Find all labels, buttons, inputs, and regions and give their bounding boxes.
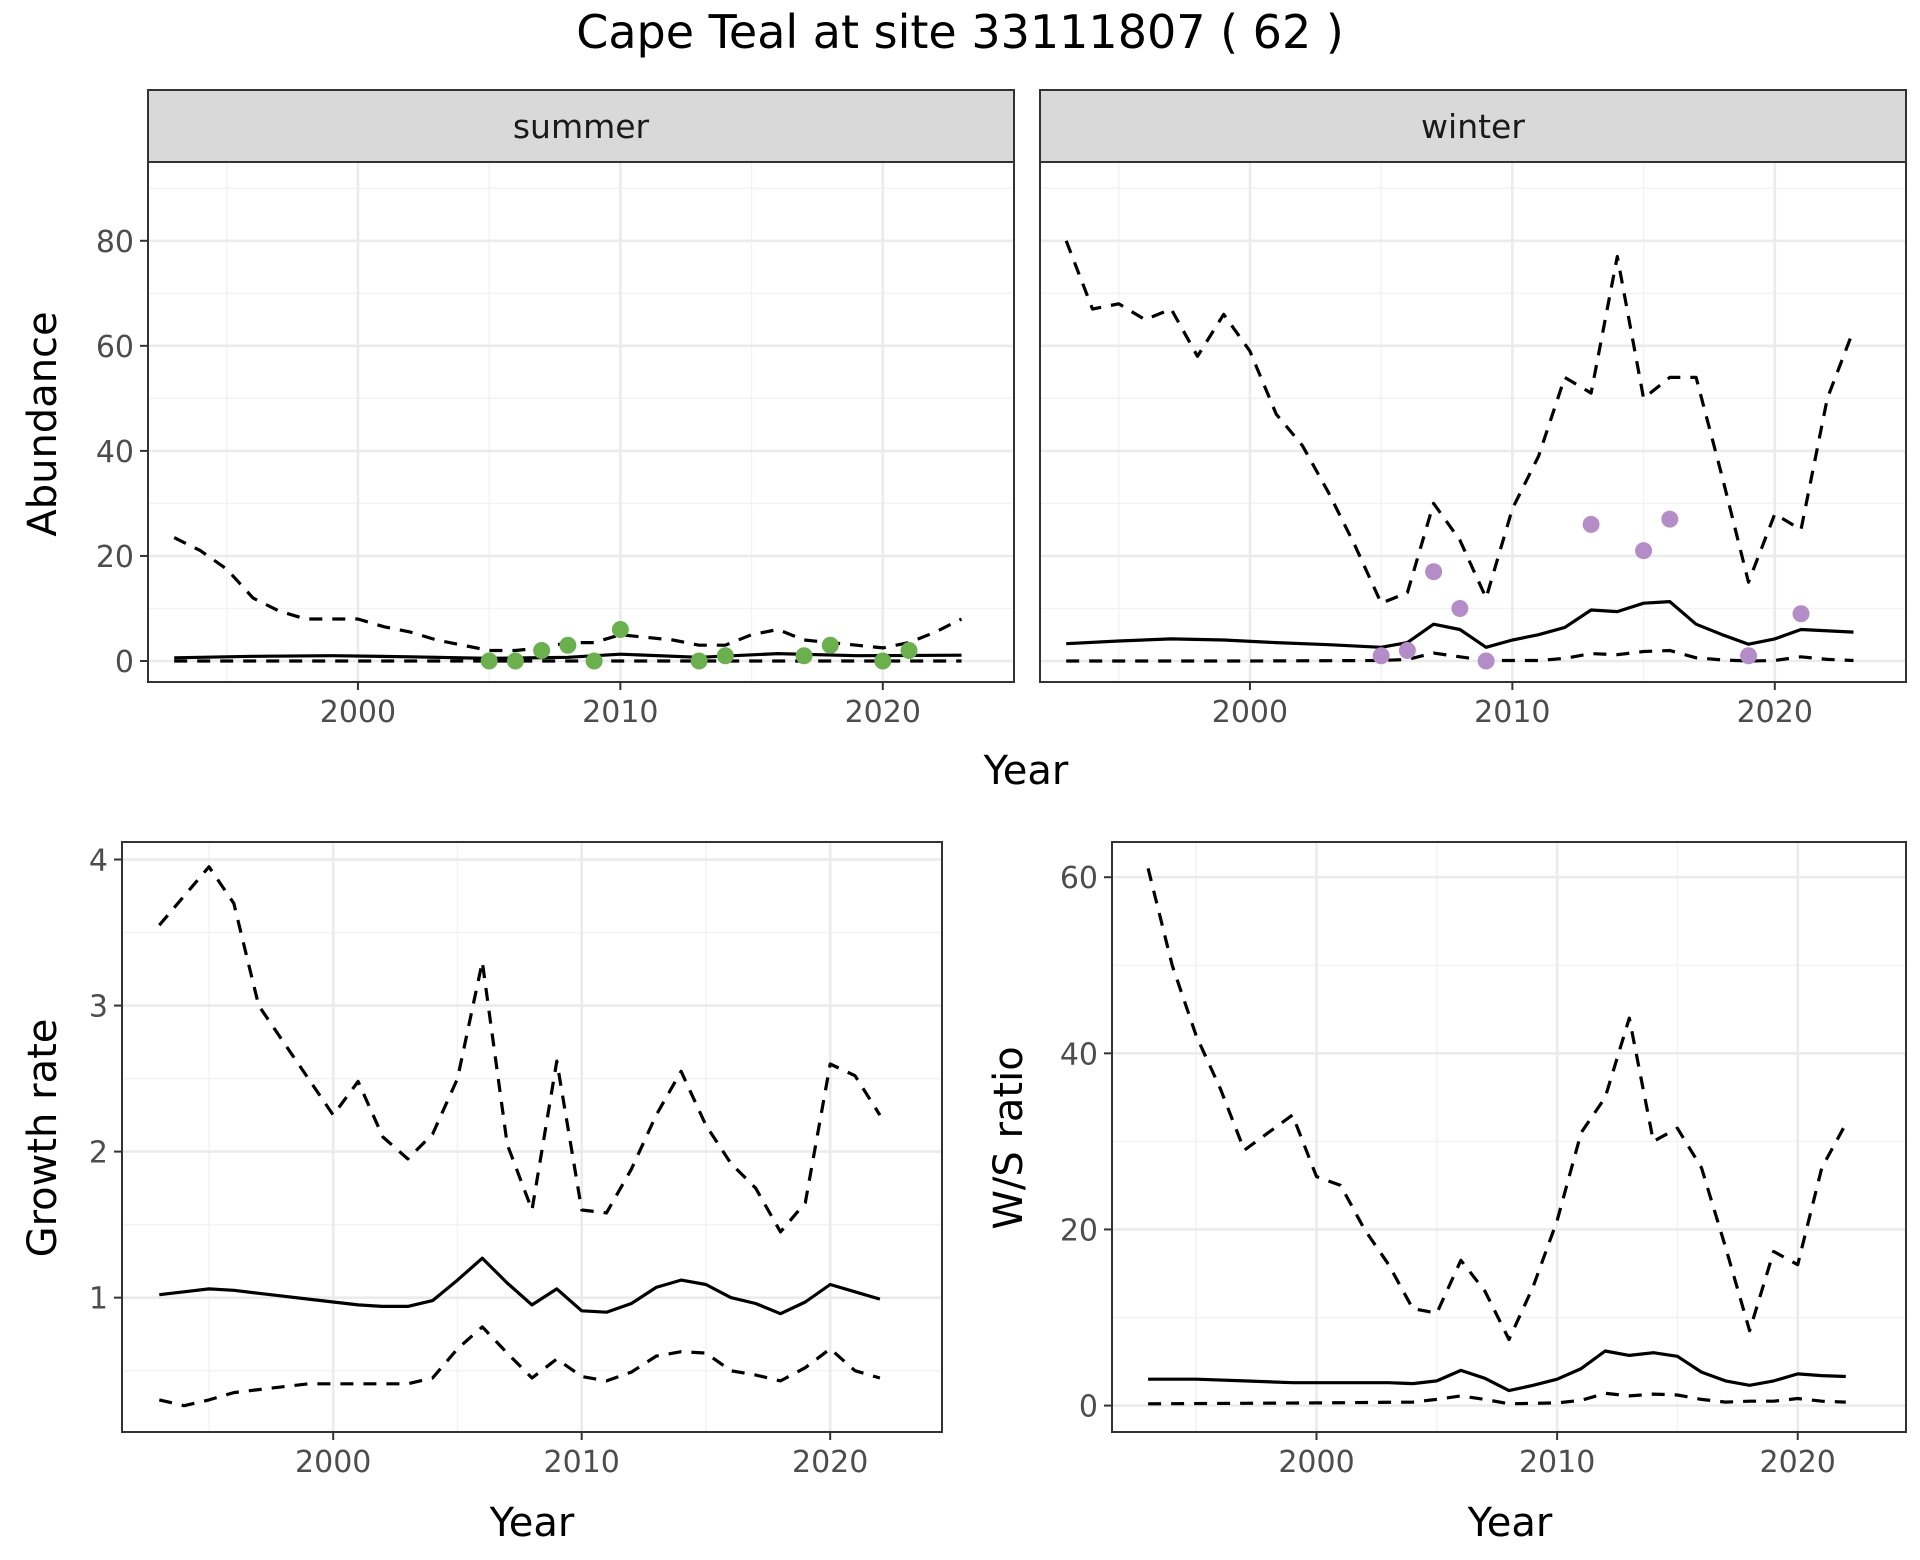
summer-observation-point [533, 641, 551, 659]
strip-winter: winter [1039, 89, 1907, 163]
winter-observation-point [1635, 542, 1653, 560]
winter-panel-border [1039, 161, 1907, 683]
y-tick-label: 2 [89, 1136, 108, 1171]
x-tick-label: 2000 [1212, 695, 1288, 730]
summer-observation-point [506, 652, 524, 670]
winter-observation-point [1661, 510, 1679, 528]
y-tick-label: 0 [1079, 1390, 1098, 1425]
growth-series-estimate-line [159, 1256, 881, 1316]
winter-observation-point [1582, 515, 1600, 533]
winter-observation-point [1451, 599, 1469, 617]
growth-panel-border [121, 841, 943, 1433]
growth-series-bound-line [158, 865, 882, 1234]
summer-observation-point [480, 652, 498, 670]
ratio-series-estimate-line [1148, 1349, 1846, 1393]
summer-observation-point [611, 620, 629, 638]
strip-winter-label: winter [1421, 107, 1525, 146]
strip-summer-label: summer [513, 107, 650, 146]
summer-panel-border [147, 161, 1015, 683]
x-tick-label: 2010 [1474, 695, 1550, 730]
summer-observation-point [690, 652, 708, 670]
y-tick-label: 0 [115, 645, 134, 680]
y-tick-label: 20 [1060, 1213, 1098, 1248]
y-tick-label: 1 [89, 1282, 108, 1317]
ratio-panel-border [1111, 841, 1907, 1433]
winter-observation-point [1740, 647, 1758, 665]
figure-title: Cape Teal at site 33111807 ( 62 ) [576, 5, 1344, 59]
abundance-y-axis-title: Abundance [20, 311, 66, 536]
panel-summer: 2000 2010 2020 0 20 40 60 80 [96, 161, 1015, 730]
summer-observation-point [874, 652, 892, 670]
x-tick-label: 2020 [792, 1445, 868, 1480]
y-tick-label: 3 [89, 990, 108, 1025]
winter-observation-point [1398, 641, 1416, 659]
growth-y-axis-title: Growth rate [20, 1019, 66, 1258]
winter-series-estimate-line [1066, 600, 1854, 649]
x-tick-label: 2020 [1760, 1445, 1836, 1480]
x-tick-label: 2010 [1519, 1445, 1595, 1480]
ratio-series-bound-line [1148, 1391, 1846, 1406]
summer-observation-point [821, 636, 839, 654]
y-tick-label: 60 [96, 330, 134, 365]
panel-ratio: 2000 2010 2020 0 20 40 60 [1060, 841, 1907, 1480]
ratio-series-bound-line [1146, 868, 1848, 1342]
strip-summer: summer [147, 89, 1015, 163]
summer-observation-point [795, 647, 813, 665]
top-x-axis-title: Year [983, 748, 1069, 794]
summer-observation-point [559, 636, 577, 654]
y-tick-label: 40 [96, 435, 134, 470]
summer-observation-point [585, 652, 603, 670]
x-tick-label: 2010 [582, 695, 658, 730]
winter-series-bound-line [1064, 240, 1855, 605]
summer-series-bound-line [173, 536, 963, 653]
winter-observation-point [1425, 563, 1443, 581]
summer-observation-point [900, 641, 918, 659]
y-tick-label: 40 [1060, 1037, 1098, 1072]
x-tick-label: 2020 [1737, 695, 1813, 730]
summer-series-estimate-line [174, 652, 962, 660]
growth-series-bound-line [158, 1325, 881, 1408]
panel-winter: 2000 2010 2020 [1039, 161, 1907, 730]
panel-growth: 2000 2010 2020 1 2 3 4 [89, 841, 943, 1480]
x-tick-label: 2000 [295, 1445, 371, 1480]
x-tick-label: 2000 [1278, 1445, 1354, 1480]
x-tick-label: 2010 [544, 1445, 620, 1480]
y-tick-label: 20 [96, 540, 134, 575]
growth-x-axis-title: Year [489, 1500, 575, 1546]
winter-series-bound-line [1066, 648, 1854, 663]
ratio-y-axis-title: W/S ratio [986, 1046, 1032, 1229]
x-tick-label: 2000 [320, 695, 396, 730]
winter-observation-point [1792, 605, 1810, 623]
winter-observation-point [1477, 652, 1495, 670]
summer-observation-point [716, 647, 734, 665]
y-tick-label: 80 [96, 225, 134, 260]
x-tick-label: 2020 [845, 695, 921, 730]
y-tick-label: 4 [89, 844, 108, 879]
ratio-x-axis-title: Year [1467, 1500, 1553, 1546]
y-tick-label: 60 [1060, 861, 1098, 896]
winter-observation-point [1372, 647, 1390, 665]
